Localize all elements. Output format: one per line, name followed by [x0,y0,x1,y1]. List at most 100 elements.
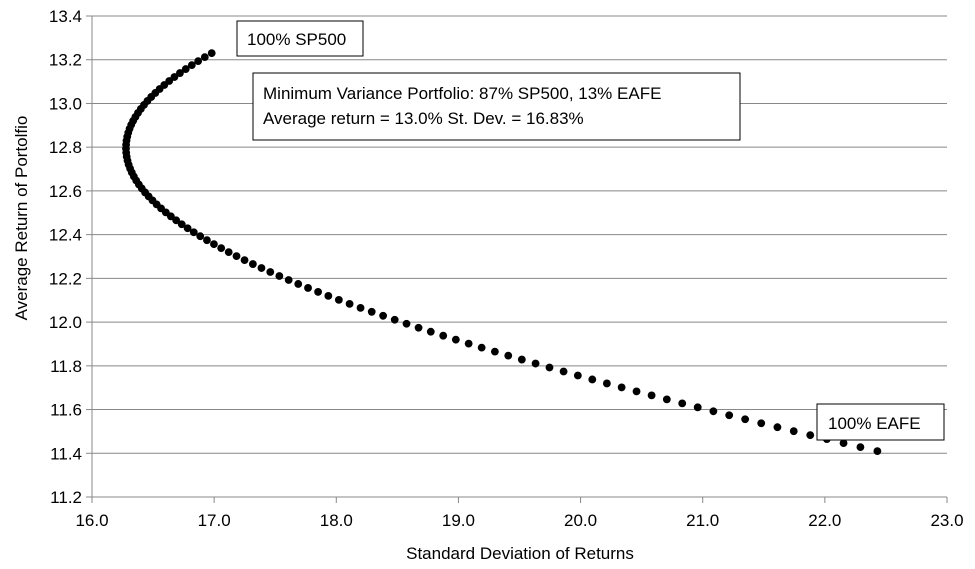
data-point [200,53,209,62]
y-ticks: 11.2 11.4 11.6 11.8 12.0 12.2 12.4 12.6 12.8 13.0… [49,7,92,507]
data-point [806,431,815,440]
data-point [284,276,293,284]
data-points [122,49,882,455]
data-point [632,387,641,396]
data-point [602,379,611,388]
data-point [402,319,411,328]
annotation-eafe-text: 100% EAFE [828,414,921,433]
y-tick-label: 12.2 [49,269,82,288]
data-point [207,49,216,58]
data-point [196,232,205,241]
x-tick-label: 18.0 [320,511,353,530]
data-point [647,391,656,400]
data-point [224,248,233,257]
data-point [367,307,376,316]
data-point [248,260,257,268]
data-point [189,228,198,237]
annotation-min-variance-box [252,72,741,141]
x-tick-label: 23.0 [930,511,963,530]
data-point [266,268,275,276]
x-ticks: 16.0 17.0 18.0 19.0 20.0 21.0 22.0 23.0 [75,497,964,530]
y-tick-label: 13.0 [49,94,82,113]
data-point [573,371,582,380]
data-point [439,331,448,340]
data-point [477,343,486,352]
data-point [678,399,687,408]
data-point [181,65,190,73]
x-tick-label: 22.0 [808,511,841,530]
data-point [334,295,343,304]
data-point [873,447,882,455]
annotation-eafe-box [816,403,945,441]
y-tick-label: 12.6 [49,182,82,201]
y-tick-label: 11.2 [50,488,82,507]
data-point [741,415,750,424]
data-point [693,403,702,412]
data-point [314,288,322,296]
data-point [217,244,226,253]
y-tick-label: 12.4 [49,226,82,245]
y-tick-label: 13.4 [49,7,82,26]
x-axis-title: Standard Deviation of Returns [406,544,634,563]
data-point [177,220,186,229]
data-point [426,327,435,336]
y-tick-label: 11.6 [50,401,82,420]
data-point [757,419,766,428]
data-point [617,383,626,392]
data-point [304,284,312,292]
data-point [257,264,266,272]
data-point [545,363,554,372]
annotation-min-variance-line1: Minimum Variance Portfolio: 87% SP500, 1… [263,84,661,103]
annotation-sp500-box [236,20,364,57]
data-point [356,303,365,312]
y-tick-label: 13.2 [49,51,82,70]
x-tick-label: 21.0 [686,511,719,530]
x-tick-label: 16.0 [75,511,108,530]
data-point [324,292,333,300]
annotation-sp500: 100% SP500 [236,20,364,57]
data-point [294,280,303,288]
data-point [172,216,181,225]
data-point [531,359,540,368]
annotation-eafe: 100% EAFE [816,403,945,441]
data-point [588,375,597,384]
data-point [856,443,865,452]
data-point [166,212,175,221]
data-point [232,252,241,261]
y-axis-title: Average Return of Portolfio [12,116,31,321]
data-point [839,439,848,448]
annotation-min-variance-line2: Average return = 13.0% St. Dev. = 16.83% [263,109,584,128]
annotation-min-variance: Minimum Variance Portfolio: 87% SP500, 1… [252,72,741,141]
data-point [773,423,782,432]
data-point [490,347,499,356]
data-point [275,272,284,280]
x-tick-label: 20.0 [564,511,597,530]
data-point [210,240,218,249]
data-point [414,323,423,332]
data-point [709,407,718,416]
data-point [183,224,192,233]
data-point [194,57,203,66]
data-point [390,315,399,324]
x-tick-label: 19.0 [442,511,475,530]
data-point [187,61,196,70]
data-point [464,339,473,348]
axes [91,16,947,498]
data-point [725,411,734,420]
data-point [517,355,526,364]
y-tick-label: 12.8 [49,138,82,157]
data-point [345,299,354,308]
data-point [559,367,568,376]
data-point [662,395,671,404]
data-point [379,311,388,320]
data-point [504,351,513,360]
y-tick-label: 12.0 [49,313,82,332]
y-tick-label: 11.4 [50,444,82,463]
y-tick-label: 11.8 [50,357,82,376]
data-point [789,427,798,436]
data-point [203,236,211,245]
data-point [451,335,460,344]
x-tick-label: 17.0 [198,511,231,530]
data-point [240,256,249,264]
